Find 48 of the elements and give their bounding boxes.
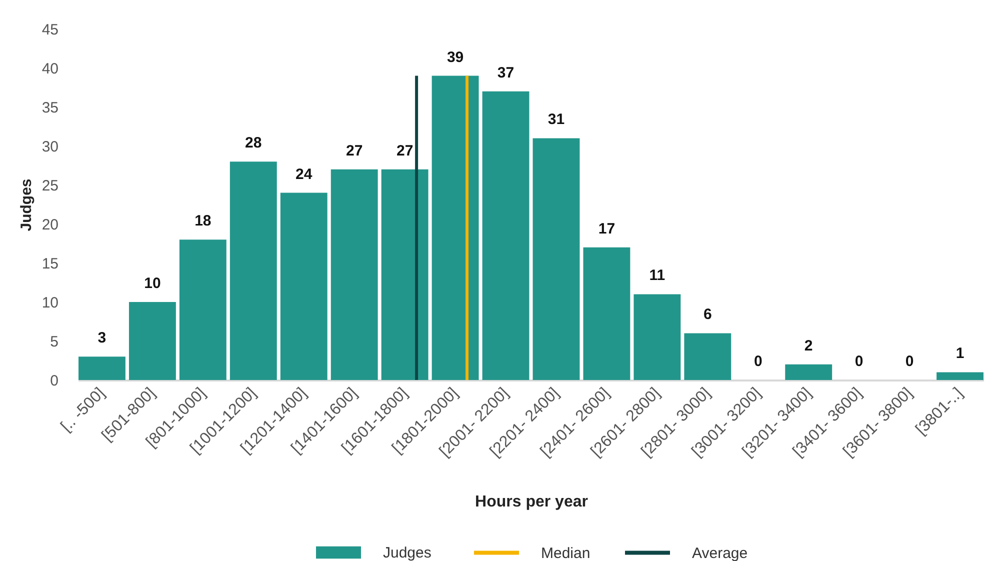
legend-label: Average xyxy=(692,544,748,561)
data-label: 0 xyxy=(854,353,864,370)
y-tick-label: 40 xyxy=(42,60,58,78)
data-label: 27 xyxy=(346,142,363,160)
y-tick-label: 45 xyxy=(42,22,58,38)
y-tick-label: 20 xyxy=(42,216,58,234)
data-label: 37 xyxy=(497,64,514,82)
bar xyxy=(785,364,832,380)
data-label: 31 xyxy=(548,111,565,128)
legend-label: Judges xyxy=(383,544,432,561)
bar xyxy=(432,76,479,380)
y-tick-label: 30 xyxy=(42,138,58,156)
bar xyxy=(583,247,630,380)
data-label: 11 xyxy=(649,267,666,284)
bar xyxy=(179,240,226,380)
y-tick-label: 25 xyxy=(42,178,58,194)
data-label: 0 xyxy=(905,353,914,370)
y-axis-title: Judges xyxy=(18,178,35,232)
data-label: 28 xyxy=(245,134,262,152)
y-tick-label: 0 xyxy=(50,372,58,390)
y-tick-label: 5 xyxy=(50,334,58,350)
bar xyxy=(128,302,176,380)
bar xyxy=(330,169,378,380)
data-label: 18 xyxy=(194,212,212,230)
bar xyxy=(482,91,530,380)
data-label: 24 xyxy=(296,166,313,183)
y-tick-label: 10 xyxy=(42,294,58,312)
bar xyxy=(684,333,732,380)
bar xyxy=(280,192,328,380)
data-label: 0 xyxy=(754,353,762,370)
y-tick-label: 35 xyxy=(42,100,58,116)
bar xyxy=(532,138,580,380)
data-label: 6 xyxy=(703,306,712,324)
data-label: 27 xyxy=(396,142,414,160)
bar xyxy=(381,169,428,380)
bar xyxy=(230,162,277,380)
data-label: 3 xyxy=(98,330,106,347)
data-label: 17 xyxy=(598,220,616,238)
x-axis-title: Hours per year xyxy=(475,494,588,511)
y-tick-label: 15 xyxy=(42,256,58,272)
data-label: 1 xyxy=(956,345,964,362)
legend-label: Median xyxy=(541,544,590,561)
bar xyxy=(936,372,984,380)
data-label: 39 xyxy=(446,48,464,66)
bar xyxy=(634,294,681,380)
data-label: 10 xyxy=(144,275,161,292)
data-label: 2 xyxy=(804,337,813,354)
bar xyxy=(78,356,126,380)
